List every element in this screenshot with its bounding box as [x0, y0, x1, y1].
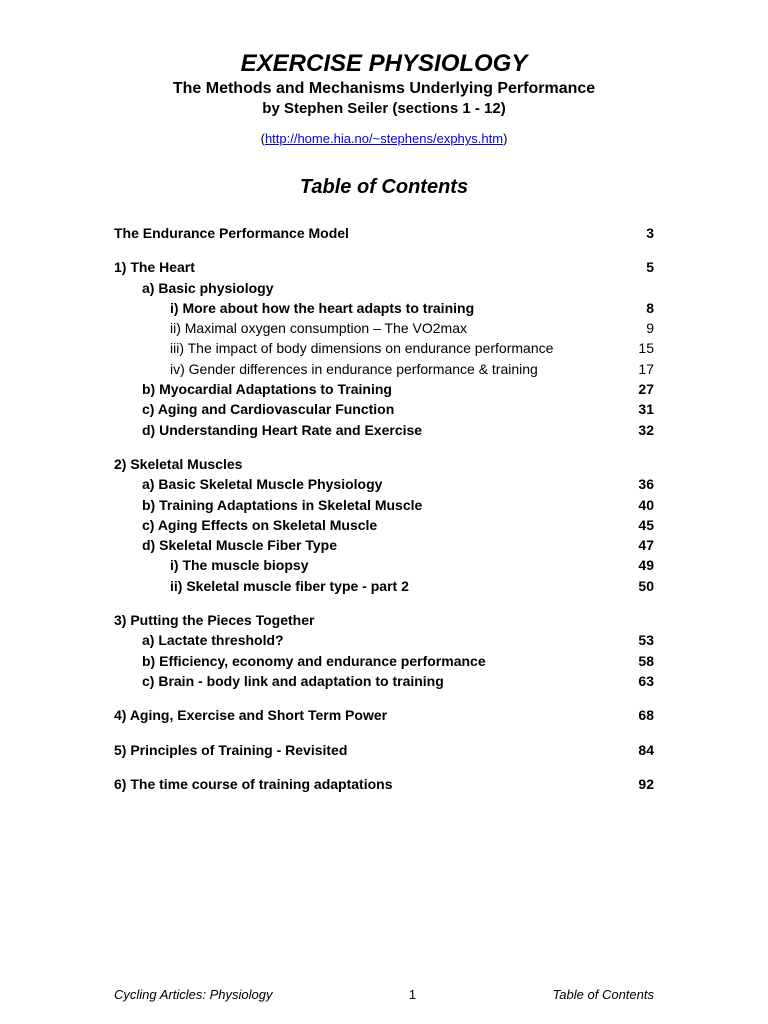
- source-link[interactable]: http://home.hia.no/~stephens/exphys.htm: [265, 131, 503, 146]
- toc-page-number: 53: [624, 630, 654, 650]
- toc-spacer: [114, 691, 654, 705]
- toc-row: c) Brain - body link and adaptation to t…: [114, 671, 654, 691]
- toc-row: b) Myocardial Adaptations to Training27: [114, 379, 654, 399]
- footer-right: Table of Contents: [553, 987, 654, 1002]
- toc-page-number: 8: [624, 298, 654, 318]
- toc-page-number: [624, 610, 654, 630]
- toc-page-number: 47: [624, 535, 654, 555]
- page-footer: Cycling Articles: Physiology 1 Table of …: [114, 987, 654, 1002]
- toc-label: 3) Putting the Pieces Together: [114, 610, 624, 630]
- toc-label: 2) Skeletal Muscles: [114, 454, 624, 474]
- toc-row: The Endurance Performance Model3: [114, 223, 654, 243]
- toc-label: c) Aging and Cardiovascular Function: [114, 399, 624, 419]
- toc-page-number: [624, 278, 654, 298]
- toc-page-number: 50: [624, 576, 654, 596]
- toc-label: b) Myocardial Adaptations to Training: [114, 379, 624, 399]
- toc-row: 5) Principles of Training - Revisited84: [114, 740, 654, 760]
- toc-page-number: 32: [624, 420, 654, 440]
- toc-page-number: 15: [624, 338, 654, 358]
- toc-row: d) Skeletal Muscle Fiber Type47: [114, 535, 654, 555]
- toc-label: iii) The impact of body dimensions on en…: [114, 338, 624, 358]
- toc-label: d) Understanding Heart Rate and Exercise: [114, 420, 624, 440]
- toc-row: b) Training Adaptations in Skeletal Musc…: [114, 495, 654, 515]
- toc-label: b) Efficiency, economy and endurance per…: [114, 651, 624, 671]
- toc-row: a) Lactate threshold?53: [114, 630, 654, 650]
- toc-page-number: 40: [624, 495, 654, 515]
- toc-spacer: [114, 243, 654, 257]
- toc-page-number: [624, 454, 654, 474]
- toc-row: iv) Gender differences in endurance perf…: [114, 359, 654, 379]
- toc-row: 1) The Heart5: [114, 257, 654, 277]
- toc-page-number: 5: [624, 257, 654, 277]
- toc-row: 3) Putting the Pieces Together: [114, 610, 654, 630]
- toc-row: 2) Skeletal Muscles: [114, 454, 654, 474]
- toc-label: 4) Aging, Exercise and Short Term Power: [114, 705, 624, 725]
- toc-label: a) Lactate threshold?: [114, 630, 624, 650]
- toc-label: i) More about how the heart adapts to tr…: [114, 298, 624, 318]
- footer-page-number: 1: [272, 987, 552, 1002]
- toc-row: a) Basic physiology: [114, 278, 654, 298]
- toc-page-number: 63: [624, 671, 654, 691]
- toc-label: 1) The Heart: [114, 257, 624, 277]
- toc-spacer: [114, 760, 654, 774]
- toc-row: c) Aging and Cardiovascular Function31: [114, 399, 654, 419]
- toc-heading: Table of Contents: [114, 176, 654, 199]
- toc-page-number: 17: [624, 359, 654, 379]
- toc-label: ii) Maximal oxygen consumption – The VO2…: [114, 318, 624, 338]
- toc-label: 5) Principles of Training - Revisited: [114, 740, 624, 760]
- toc-page-number: 9: [624, 318, 654, 338]
- toc-page-number: 92: [624, 774, 654, 794]
- toc-row: ii) Maximal oxygen consumption – The VO2…: [114, 318, 654, 338]
- toc-row: b) Efficiency, economy and endurance per…: [114, 651, 654, 671]
- toc-row: iii) The impact of body dimensions on en…: [114, 338, 654, 358]
- toc-label: c) Brain - body link and adaptation to t…: [114, 671, 624, 691]
- toc-row: 6) The time course of training adaptatio…: [114, 774, 654, 794]
- toc-page-number: 84: [624, 740, 654, 760]
- toc-label: b) Training Adaptations in Skeletal Musc…: [114, 495, 624, 515]
- toc-label: i) The muscle biopsy: [114, 555, 624, 575]
- toc-label: a) Basic Skeletal Muscle Physiology: [114, 474, 624, 494]
- doc-subtitle: The Methods and Mechanisms Underlying Pe…: [114, 80, 654, 98]
- toc-label: a) Basic physiology: [114, 278, 624, 298]
- toc-page-number: 27: [624, 379, 654, 399]
- toc-page-number: 68: [624, 705, 654, 725]
- doc-author: by Stephen Seiler (sections 1 - 12): [114, 100, 654, 117]
- footer-left: Cycling Articles: Physiology: [114, 987, 272, 1002]
- toc-row: i) More about how the heart adapts to tr…: [114, 298, 654, 318]
- toc-spacer: [114, 440, 654, 454]
- toc-page-number: 31: [624, 399, 654, 419]
- toc-label: 6) The time course of training adaptatio…: [114, 774, 624, 794]
- toc-row: a) Basic Skeletal Muscle Physiology36: [114, 474, 654, 494]
- toc-page-number: 36: [624, 474, 654, 494]
- toc-page-number: 58: [624, 651, 654, 671]
- toc-spacer: [114, 726, 654, 740]
- toc-page-number: 3: [624, 223, 654, 243]
- document-page: EXERCISE PHYSIOLOGY The Methods and Mech…: [74, 0, 694, 1024]
- toc-row: 4) Aging, Exercise and Short Term Power6…: [114, 705, 654, 725]
- toc-label: d) Skeletal Muscle Fiber Type: [114, 535, 624, 555]
- toc-page-number: 49: [624, 555, 654, 575]
- table-of-contents: The Endurance Performance Model31) The H…: [114, 223, 654, 794]
- toc-label: ii) Skeletal muscle fiber type - part 2: [114, 576, 624, 596]
- toc-row: i) The muscle biopsy49: [114, 555, 654, 575]
- toc-row: ii) Skeletal muscle fiber type - part 25…: [114, 576, 654, 596]
- doc-title: EXERCISE PHYSIOLOGY: [114, 50, 654, 78]
- toc-spacer: [114, 596, 654, 610]
- toc-row: d) Understanding Heart Rate and Exercise…: [114, 420, 654, 440]
- toc-label: The Endurance Performance Model: [114, 223, 624, 243]
- toc-row: c) Aging Effects on Skeletal Muscle45: [114, 515, 654, 535]
- toc-label: c) Aging Effects on Skeletal Muscle: [114, 515, 624, 535]
- toc-label: iv) Gender differences in endurance perf…: [114, 359, 624, 379]
- toc-page-number: 45: [624, 515, 654, 535]
- source-link-line: (http://home.hia.no/~stephens/exphys.htm…: [114, 131, 654, 146]
